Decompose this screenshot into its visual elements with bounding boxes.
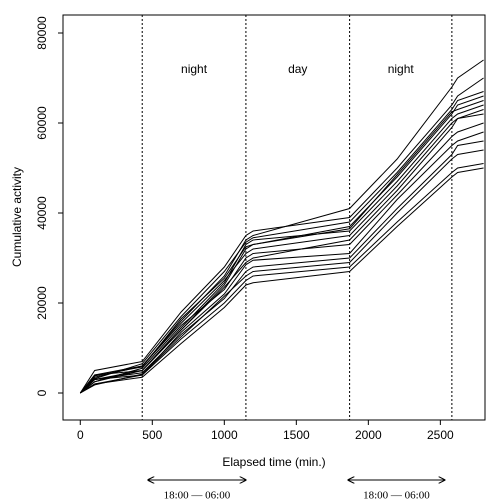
activity-line xyxy=(79,113,484,394)
x-tick-label: 2500 xyxy=(427,428,454,442)
y-tick-label: 60000 xyxy=(35,106,49,140)
plot-frame xyxy=(62,14,486,421)
activity-line xyxy=(80,163,484,394)
activity-line xyxy=(79,131,484,394)
activity-line xyxy=(79,104,484,394)
y-axis-title: Cumulative activity xyxy=(10,167,24,267)
activity-line xyxy=(79,91,484,394)
x-tick-label: 0 xyxy=(77,428,84,442)
period-annotation: night xyxy=(388,62,415,76)
x-tick-label: 500 xyxy=(142,428,162,442)
x-tick-label: 1500 xyxy=(283,428,310,442)
y-tick-label: 80000 xyxy=(35,16,49,50)
activity-line xyxy=(79,122,484,394)
activity-line xyxy=(79,140,484,394)
activity-line xyxy=(80,167,484,394)
y-tick-label: 0 xyxy=(35,389,49,396)
activity-line xyxy=(80,149,484,394)
y-tick-label: 40000 xyxy=(35,196,49,230)
x-tick-label: 1000 xyxy=(211,428,238,442)
x-axis-title: Elapsed time (min.) xyxy=(222,455,325,469)
period-label: 18:00 — 06:00 xyxy=(164,490,231,502)
activity-line xyxy=(79,100,484,394)
activity-line xyxy=(79,77,484,394)
period-annotation: night xyxy=(181,62,208,76)
y-tick-label: 20000 xyxy=(35,286,49,320)
x-tick-label: 2000 xyxy=(355,428,382,442)
period-annotation: day xyxy=(288,62,307,76)
period-label: 18:00 — 06:00 xyxy=(363,490,430,502)
activity-line xyxy=(79,109,484,394)
